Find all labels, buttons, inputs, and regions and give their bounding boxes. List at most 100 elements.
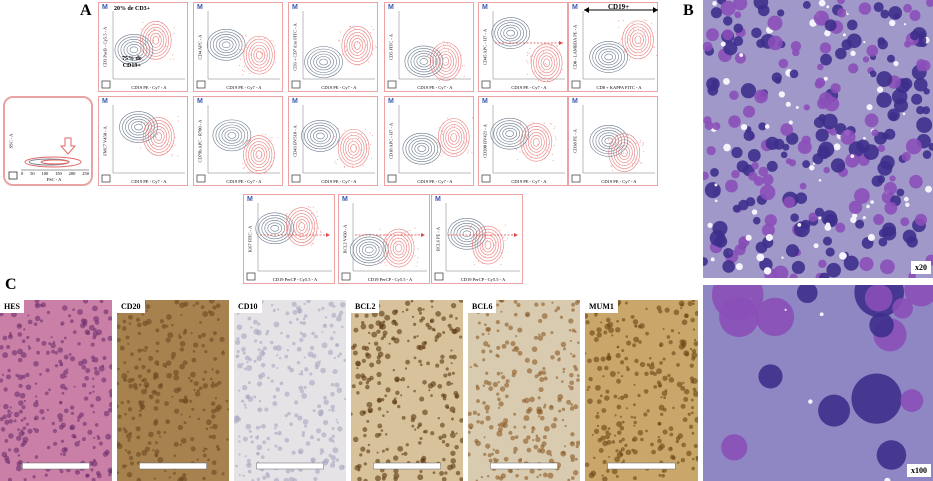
nucleus: [508, 430, 513, 435]
event: [440, 77, 442, 79]
event: [390, 253, 392, 255]
nucleus: [279, 381, 284, 386]
nucleus: [212, 331, 217, 336]
nucleus: [602, 476, 608, 481]
nucleus: [317, 410, 324, 416]
nucleus: [423, 341, 428, 345]
nucleus: [63, 369, 69, 375]
event: [245, 164, 247, 166]
event: [262, 53, 264, 55]
nucleus: [280, 331, 283, 335]
cell: [916, 58, 927, 70]
nucleus: [487, 344, 491, 348]
nucleus: [382, 414, 385, 417]
event: [525, 151, 527, 153]
event: [252, 71, 254, 73]
event: [311, 212, 313, 214]
event: [627, 134, 629, 136]
nucleus: [158, 435, 162, 438]
nucleus: [497, 397, 501, 402]
nucleus: [21, 405, 26, 410]
event: [556, 45, 558, 47]
cell: [758, 122, 767, 131]
nucleus: [657, 421, 662, 426]
nucleus: [667, 373, 671, 378]
nucleus: [144, 446, 150, 452]
event: [171, 154, 173, 156]
vacuole: [818, 178, 822, 182]
nucleus: [50, 342, 56, 349]
nucleus: [413, 356, 417, 360]
nucleus: [81, 382, 87, 388]
event: [375, 45, 377, 47]
nucleus: [323, 399, 329, 405]
nucleus: [361, 345, 367, 351]
nucleus: [568, 318, 574, 324]
event: [255, 170, 257, 172]
nucleus: [637, 324, 642, 329]
contours: [481, 11, 565, 89]
event: [468, 225, 470, 227]
nucleus: [680, 385, 686, 391]
nucleus: [451, 328, 457, 334]
cell: [820, 53, 832, 66]
nucleus: [526, 447, 532, 453]
nucleus: [403, 451, 408, 456]
contour: [150, 126, 168, 147]
nucleus: [536, 406, 542, 412]
event: [157, 20, 159, 22]
nucleus: [416, 426, 420, 429]
nucleus: [27, 319, 33, 325]
cell: [733, 23, 743, 33]
annotation-line: 75% de: [122, 56, 142, 62]
nucleus: [671, 351, 676, 356]
event: [530, 62, 532, 64]
event: [458, 154, 460, 156]
nucleus: [138, 413, 142, 417]
nucleus: [20, 418, 24, 422]
nucleus: [431, 305, 434, 308]
nucleus: [602, 440, 608, 447]
event: [436, 54, 438, 56]
event: [141, 140, 143, 142]
event: [480, 232, 482, 234]
nucleus: [94, 423, 99, 427]
nucleus: [534, 374, 539, 379]
nucleus: [475, 335, 480, 340]
event: [489, 256, 491, 258]
event: [242, 142, 244, 144]
nucleus: [190, 437, 195, 442]
nucleus: [72, 330, 77, 335]
nucleus: [554, 309, 558, 313]
nucleus: [335, 343, 340, 347]
nucleus: [311, 353, 317, 359]
nucleus: [193, 388, 196, 392]
nucleus: [202, 476, 206, 481]
axis-label: CD19 PE - Cy7 - A: [321, 85, 357, 90]
nucleus: [20, 429, 24, 432]
contour: [337, 128, 370, 168]
vacuole: [723, 78, 730, 85]
event: [309, 243, 311, 245]
nucleus: [368, 323, 374, 330]
contour: [295, 219, 308, 234]
nucleus: [569, 339, 572, 342]
nucleus: [54, 351, 59, 355]
axis-label: CD19 PE - Cy7 - A: [131, 85, 167, 90]
nucleus: [44, 391, 49, 396]
nucleus: [351, 412, 353, 416]
nucleus: [357, 476, 362, 481]
event: [162, 31, 164, 33]
nucleus: [632, 438, 635, 442]
nucleus: [676, 381, 683, 388]
event: [442, 137, 444, 139]
nucleus: [356, 391, 360, 395]
nucleus: [23, 328, 26, 331]
cell: [755, 297, 795, 337]
nucleus: [180, 413, 183, 416]
nucleus: [662, 328, 665, 331]
nucleus: [84, 376, 89, 381]
event: [629, 34, 631, 36]
event: [372, 47, 374, 49]
nucleus: [141, 450, 148, 456]
